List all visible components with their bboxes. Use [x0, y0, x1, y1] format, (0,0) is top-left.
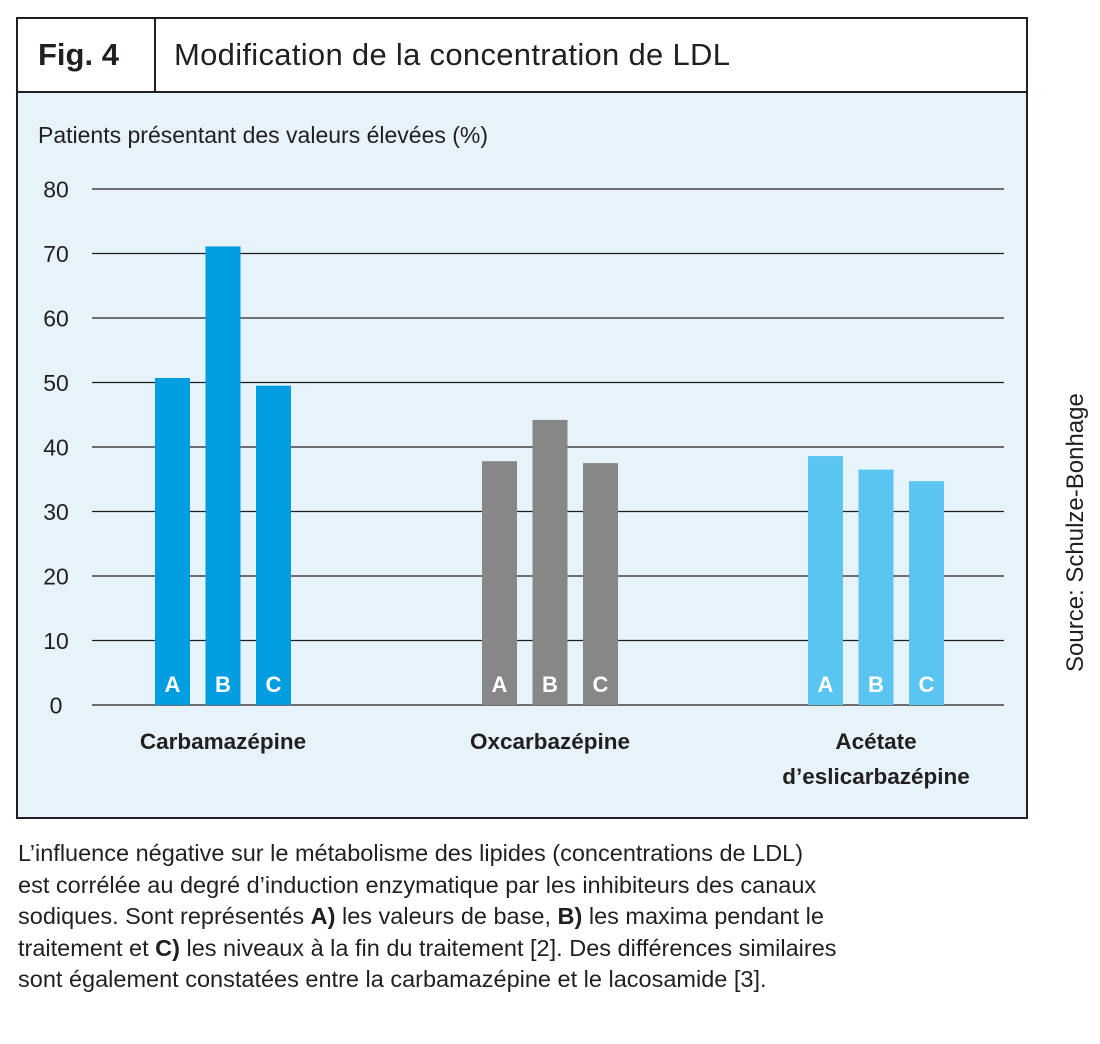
y-tick-label: 70 — [43, 241, 69, 267]
bar-letter-label: C — [266, 672, 282, 697]
bar-letter-label: A — [492, 672, 508, 697]
source-credit: Source: Schulze-Bonhage — [1062, 393, 1089, 672]
bar-letter-label: C — [593, 672, 609, 697]
y-axis-label: Patients présentant des valeurs élevées … — [38, 122, 488, 148]
bar — [909, 481, 944, 705]
figure-header: Fig. 4 Modification de la concentration … — [18, 19, 1026, 93]
bar — [808, 456, 843, 705]
category-label: Oxcarbazépine — [470, 729, 630, 754]
y-tick-label: 0 — [50, 693, 63, 719]
bar-letter-label: A — [165, 672, 181, 697]
bar — [155, 377, 190, 705]
caption-line: L’influence négative sur le métabolisme … — [18, 840, 804, 866]
y-tick-label: 20 — [43, 564, 69, 590]
caption-line: traitement et C) les niveaux à la fin du… — [18, 934, 837, 961]
caption-line: est corrélée au degré d’induction enzyma… — [18, 871, 817, 898]
bar — [205, 246, 241, 705]
y-tick-label: 80 — [43, 177, 69, 203]
bar-letter-label: B — [215, 672, 231, 697]
category-label: Carbamazépine — [140, 729, 306, 754]
bar-letter-label: A — [818, 672, 834, 697]
y-tick-label: 60 — [43, 306, 69, 332]
label-c-ref: C) — [155, 934, 180, 961]
label-b-ref: B) — [557, 903, 583, 929]
y-tick-label: 40 — [43, 435, 69, 461]
label-a-ref: A) — [310, 903, 336, 929]
bar-letter-label: C — [919, 672, 935, 697]
y-tick-label: 50 — [43, 370, 69, 396]
caption-line: sont également constatées entre la carba… — [18, 966, 767, 992]
y-tick-label: 10 — [43, 628, 69, 654]
bar — [858, 469, 894, 705]
bar — [532, 419, 568, 705]
bar — [256, 385, 291, 705]
bar-letter-label: B — [542, 672, 558, 697]
caption-line: sodiques. Sont représentés A) les valeur… — [18, 903, 824, 929]
figure-caption: L’influence négative sur le métabolisme … — [18, 838, 1018, 996]
bar — [583, 463, 618, 705]
figure-title: Modification de la concentration de LDL — [174, 37, 731, 72]
bar-letter-label: B — [868, 672, 884, 697]
figure-label: Fig. 4 — [18, 19, 156, 91]
category-label: Acétate — [835, 729, 916, 754]
category-labels: Carbamazépine Oxcarbazépine Acétate d’eslic… — [140, 729, 970, 789]
category-label: d’eslicarbazépine — [782, 764, 970, 789]
y-tick-labels: 0 10 20 30 40 50 60 70 80 — [43, 177, 69, 719]
y-tick-label: 30 — [43, 499, 69, 525]
bar — [482, 461, 517, 705]
